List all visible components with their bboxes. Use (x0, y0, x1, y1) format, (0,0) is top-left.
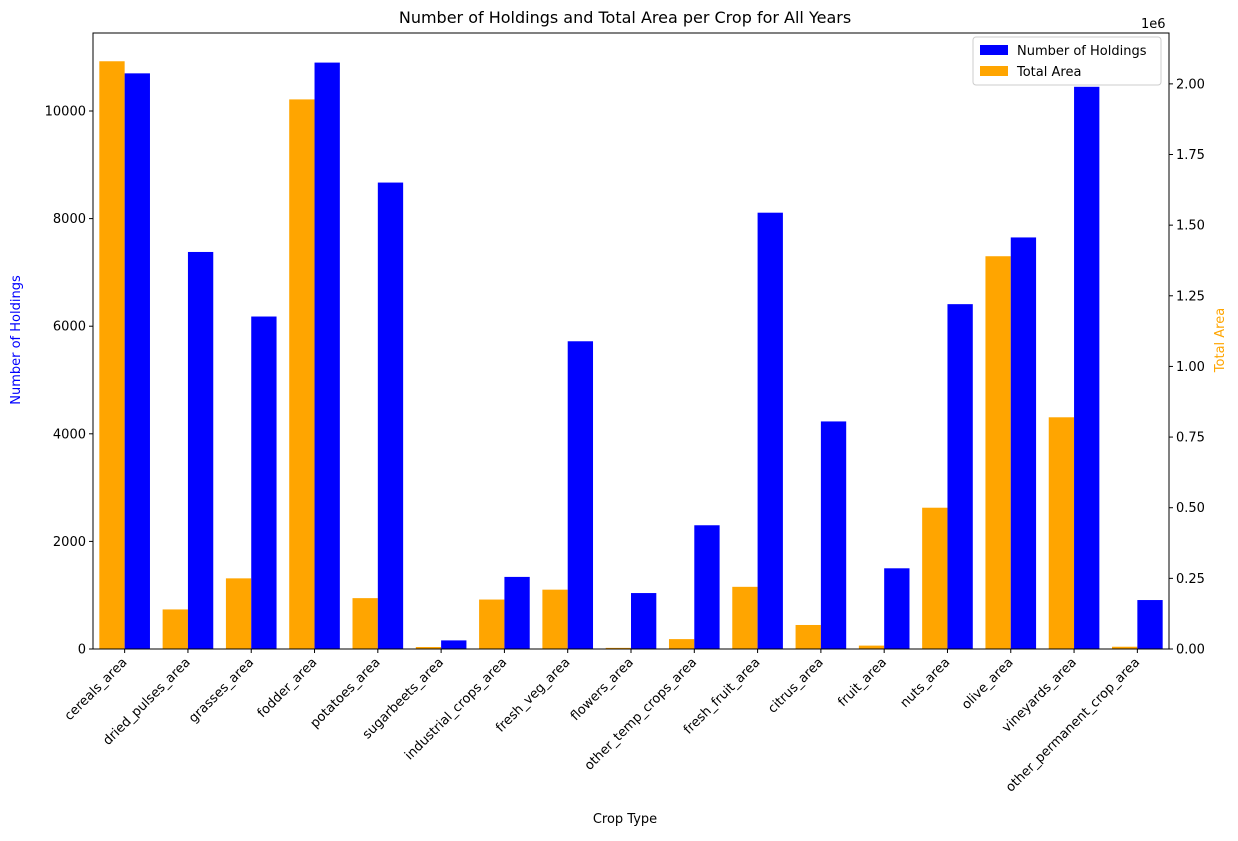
left-tick-label: 0 (78, 643, 86, 658)
x-tick-label: other_permanent_crop_area (1003, 655, 1143, 795)
bar-total-area (1048, 417, 1075, 649)
right-tick-label: 1.50 (1176, 219, 1205, 234)
legend: Number of Holdings Total Area (972, 36, 1162, 86)
right-tick-label: 0.50 (1176, 501, 1205, 516)
bar-number-of-holdings (1137, 600, 1163, 649)
y-axis-label-right: Total Area (1213, 308, 1228, 373)
right-tick-label: 2.00 (1176, 77, 1205, 92)
bar-total-area (605, 647, 631, 649)
y-axis-label-left: Number of Holdings (9, 275, 24, 405)
bar-total-area (922, 507, 948, 649)
chart-title: Number of Holdings and Total Area per Cr… (399, 8, 851, 27)
left-tick-label: 4000 (53, 427, 86, 442)
x-tick-label: flowers_area (568, 655, 637, 724)
left-tick-label: 8000 (53, 212, 86, 227)
right-axis-offset-text: 1e6 (1141, 17, 1166, 32)
x-axis-label: Crop Type (593, 812, 657, 827)
bar-total-area (225, 578, 252, 649)
bar-total-area (415, 647, 442, 649)
left-tick-label: 2000 (53, 535, 86, 550)
bar-number-of-holdings (504, 576, 530, 649)
x-tick-label: fruit_area (835, 655, 890, 710)
bar-number-of-holdings (251, 316, 277, 649)
legend-box (972, 36, 1162, 86)
bar-total-area (858, 645, 885, 649)
bar-total-area (985, 256, 1011, 649)
bar-total-area (479, 599, 505, 649)
right-tick-label: 1.00 (1176, 360, 1205, 375)
bar-total-area (289, 99, 315, 649)
right-tick-label: 1.25 (1176, 289, 1205, 304)
right-tick-label: 0.75 (1176, 431, 1205, 446)
bar-number-of-holdings (567, 341, 594, 649)
left-tick-label: 10000 (45, 105, 86, 120)
bar-number-of-holdings (124, 73, 150, 649)
right-tick-label: 0.00 (1176, 643, 1205, 658)
x-tick-label: other_temp_crops_area (582, 655, 700, 773)
bar-number-of-holdings (1010, 237, 1037, 649)
bar-total-area (162, 609, 188, 649)
bar-number-of-holdings (757, 212, 783, 649)
bar-number-of-holdings (314, 62, 340, 649)
bar-total-area (732, 586, 758, 649)
right-tick-label: 0.25 (1176, 572, 1205, 587)
bar-total-area (99, 61, 125, 649)
bar-number-of-holdings (631, 593, 657, 649)
bar-total-area (542, 589, 568, 649)
x-tick-label: fodder_area (255, 655, 321, 721)
bar-number-of-holdings (884, 568, 910, 649)
bars-layer (99, 61, 1163, 649)
bar-total-area (795, 624, 821, 649)
bar-total-area (1112, 646, 1138, 649)
x-tick-label: cereals_area (62, 655, 131, 724)
right-tick-label: 1.75 (1176, 148, 1205, 163)
bar-number-of-holdings (820, 421, 847, 649)
legend-label: Number of Holdings (1017, 44, 1147, 59)
x-tick-label: olive_area (959, 655, 1017, 713)
bar-number-of-holdings (187, 251, 214, 649)
bar-number-of-holdings (441, 640, 467, 649)
left-tick-label: 6000 (53, 320, 86, 335)
legend-swatch (980, 45, 1008, 55)
bar-number-of-holdings (694, 525, 720, 649)
legend-swatch (980, 66, 1008, 76)
x-tick-label: industrial_crops_area (402, 655, 510, 763)
bar-number-of-holdings (377, 182, 404, 649)
bar-number-of-holdings (1074, 86, 1100, 649)
legend-label: Total Area (1016, 65, 1081, 80)
x-tick-label: citrus_area (765, 655, 826, 716)
x-tick-label: nuts_area (898, 655, 954, 711)
x-tick-label: grasses_area (186, 655, 257, 726)
bar-total-area (352, 598, 378, 649)
bar-total-area (668, 639, 695, 649)
bar-number-of-holdings (947, 304, 973, 649)
